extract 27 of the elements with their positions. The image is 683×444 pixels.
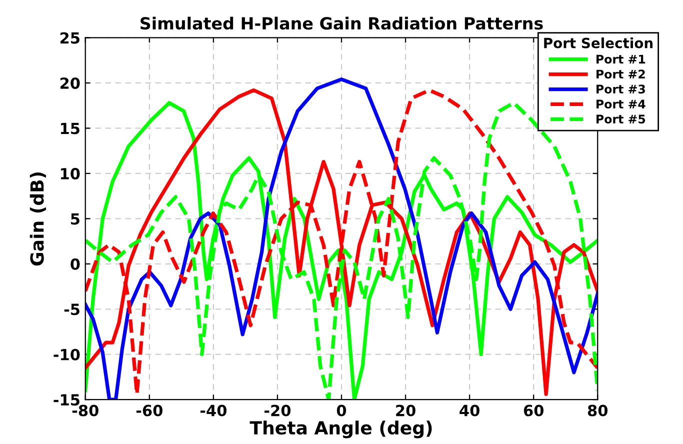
y-axis-title: Gain (dB) — [30, 172, 46, 266]
y-tick-label: 5 — [71, 213, 80, 225]
x-tick-label: 40 — [460, 404, 480, 416]
legend-title: Port Selection — [544, 38, 653, 48]
x-tick-label: 0 — [336, 404, 346, 416]
legend-label: Port #1 — [596, 54, 646, 64]
y-tick-label: 10 — [60, 168, 80, 180]
x-tick-label: 60 — [524, 404, 544, 416]
y-tick-label: -5 — [64, 304, 80, 316]
chart-title: Simulated H-Plane Gain Radiation Patterns — [140, 16, 543, 30]
legend-label: Port #5 — [596, 114, 646, 124]
x-tick-label: 20 — [396, 404, 416, 416]
x-tick-label: 80 — [588, 404, 608, 416]
legend-label: Port #3 — [596, 84, 645, 94]
x-axis-title: Theta Angle (deg) — [250, 420, 432, 438]
legend-label: Port #4 — [596, 100, 646, 109]
y-tick-label: 20 — [60, 77, 80, 89]
y-tick-label: -10 — [54, 348, 80, 360]
x-tick-label: -40 — [200, 404, 227, 416]
y-tick-label: -15 — [54, 394, 80, 406]
y-tick-label: 15 — [60, 122, 80, 134]
x-tick-label: -60 — [136, 404, 162, 416]
y-tick-label: 25 — [60, 32, 80, 44]
y-tick-label: 0 — [70, 258, 80, 270]
legend-label: Port #2 — [596, 70, 645, 79]
x-tick-label: -20 — [264, 404, 291, 416]
x-tick-label: -80 — [72, 404, 98, 416]
